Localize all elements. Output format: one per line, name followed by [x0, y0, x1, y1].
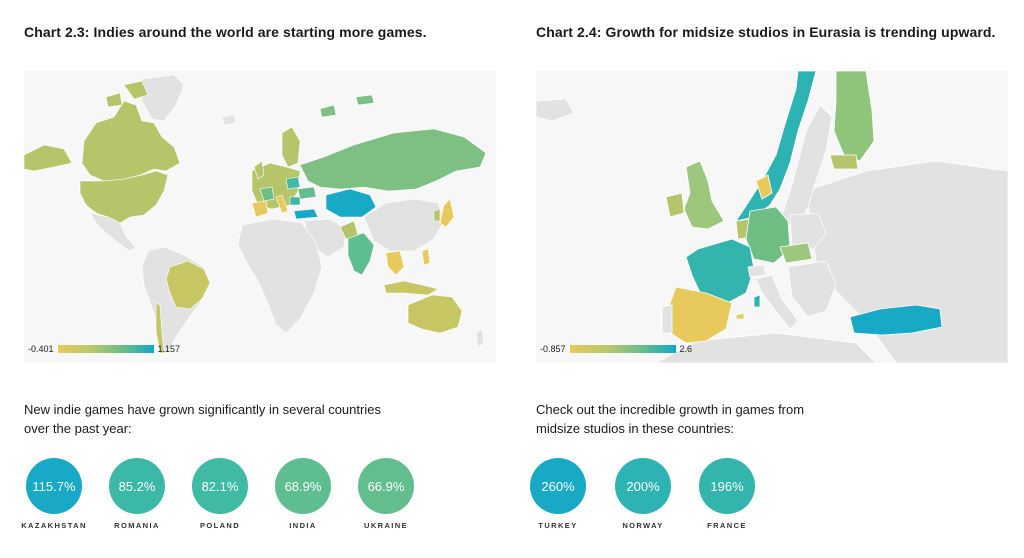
- map-country-ireland[interactable]: [665, 192, 685, 218]
- stat-value: 260%: [541, 478, 575, 494]
- map-country-portugal[interactable]: [661, 304, 673, 334]
- stat-romania: 85.2% ROMANIA: [102, 458, 172, 530]
- map-country-poland[interactable]: [285, 176, 301, 190]
- map-country-finland[interactable]: [833, 71, 875, 162]
- stat-poland: 82.1% POLAND: [185, 458, 255, 530]
- map-country-france[interactable]: [259, 186, 275, 202]
- legend-min-right: -0.857: [540, 344, 566, 354]
- map-country-spain[interactable]: [251, 200, 269, 218]
- map-country-france[interactable]: [685, 238, 755, 306]
- map-country-turkey[interactable]: [849, 304, 943, 336]
- stat-value: 82.1%: [201, 478, 239, 494]
- map-country-canada[interactable]: [81, 100, 181, 182]
- color-legend-right: -0.857 2.6: [540, 343, 692, 355]
- stat-india: 68.9% INDIA: [268, 458, 338, 530]
- stat-country: ROMANIA: [114, 521, 160, 530]
- stat-turkey: 260% TURKEY: [523, 458, 593, 530]
- map-country-norway[interactable]: [735, 71, 817, 222]
- chart-title-right: Chart 2.4: Growth for midsize studios in…: [536, 24, 996, 40]
- map-country-australia[interactable]: [407, 294, 463, 334]
- map-country-philippines[interactable]: [421, 248, 431, 266]
- stat-country: TURKEY: [538, 521, 578, 530]
- stat-value: 200%: [626, 478, 660, 494]
- map-region-se-asia[interactable]: [385, 250, 405, 276]
- stat-value: 115.7%: [32, 478, 76, 494]
- world-map[interactable]: -0.401 1.157: [24, 71, 496, 363]
- intro-text-left: New indie games have grown significantly…: [24, 402, 381, 436]
- europe-map-svg: [536, 71, 1008, 363]
- map-country-greenland[interactable]: [141, 74, 185, 122]
- stat-circle: 68.9%: [275, 458, 331, 514]
- stat-country: FRANCE: [707, 521, 747, 530]
- map-country-turkey[interactable]: [293, 208, 319, 220]
- map-country-italy[interactable]: [755, 274, 799, 330]
- chart-title-left: Chart 2.3: Indies around the world are s…: [24, 24, 427, 40]
- stat-value: 85.2%: [118, 478, 156, 494]
- stat-circle: 200%: [615, 458, 671, 514]
- stat-circle: 66.9%: [358, 458, 414, 514]
- map-country-poland[interactable]: [789, 212, 827, 250]
- map-region-balkans[interactable]: [787, 260, 837, 318]
- stat-country: NORWAY: [622, 521, 664, 530]
- map-country-chile[interactable]: [155, 302, 165, 354]
- stat-country: UKRAINE: [364, 521, 408, 530]
- map-canada-islands: [105, 80, 149, 108]
- map-country-kazakhstan[interactable]: [325, 188, 377, 218]
- map-country-italy[interactable]: [275, 194, 289, 214]
- map-region-africa[interactable]: [237, 218, 323, 334]
- europe-map[interactable]: -0.857 2.6: [536, 71, 1008, 363]
- legend-max-right: 2.6: [679, 344, 693, 354]
- color-legend-left: -0.401 1.157: [28, 343, 180, 355]
- map-region-north-africa[interactable]: [655, 332, 877, 363]
- map-region-indonesia[interactable]: [383, 280, 439, 296]
- map-country-new-zealand[interactable]: [475, 328, 485, 348]
- world-map-svg: [24, 74, 487, 354]
- map-country-iceland[interactable]: [536, 98, 575, 122]
- stat-value: 66.9%: [367, 478, 405, 494]
- stat-norway: 200% NORWAY: [608, 458, 678, 530]
- legend-gradient-right: [569, 345, 676, 353]
- map-region-scandinavia[interactable]: [281, 126, 301, 168]
- map-country-czechia[interactable]: [779, 242, 813, 264]
- stat-ukraine: 66.9% UKRAINE: [351, 458, 421, 530]
- stat-france: 196% FRANCE: [692, 458, 762, 530]
- map-country-brazil[interactable]: [165, 260, 211, 310]
- map-country-switzerland[interactable]: [747, 264, 767, 278]
- stat-value: 196%: [710, 478, 744, 494]
- map-country-mexico[interactable]: [89, 212, 137, 252]
- map-island-corsica: [753, 294, 761, 308]
- map-country-russia[interactable]: [299, 128, 487, 192]
- stat-country: POLAND: [199, 521, 241, 530]
- stat-circle: 260%: [530, 458, 586, 514]
- map-country-alaska[interactable]: [24, 144, 73, 172]
- map-island-balearic: [735, 312, 745, 320]
- map-country-india[interactable]: [347, 232, 375, 276]
- map-country-estonia[interactable]: [829, 154, 859, 170]
- stat-country: KAZAKHSTAN: [21, 521, 87, 530]
- stat-country: INDIA: [289, 521, 317, 530]
- map-country-usa[interactable]: [79, 170, 169, 224]
- map-russia-islands: [319, 94, 375, 118]
- stat-value: 68.9%: [284, 478, 322, 494]
- legend-max-left: 1.157: [157, 344, 181, 354]
- stat-circle: 115.7%: [26, 458, 82, 514]
- map-country-ukraine[interactable]: [297, 186, 317, 200]
- stat-circle: 196%: [699, 458, 755, 514]
- map-country-iceland[interactable]: [221, 114, 237, 126]
- map-country-japan[interactable]: [439, 198, 455, 228]
- map-country-uk[interactable]: [253, 160, 265, 180]
- map-country-uk[interactable]: [683, 160, 725, 230]
- stat-circle: 85.2%: [109, 458, 165, 514]
- map-country-denmark[interactable]: [755, 174, 773, 200]
- stat-kazakhstan: 115.7% KAZAKHSTAN: [19, 458, 89, 530]
- map-country-pakistan[interactable]: [339, 220, 359, 240]
- map-region-china[interactable]: [363, 198, 445, 252]
- legend-min-left: -0.401: [28, 344, 54, 354]
- map-country-romania[interactable]: [289, 196, 301, 206]
- map-country-korea[interactable]: [433, 208, 441, 222]
- stat-circle: 82.1%: [192, 458, 248, 514]
- map-country-germany[interactable]: [745, 206, 791, 264]
- intro-text-right: Check out the incredible growth in games…: [536, 402, 805, 436]
- legend-gradient-left: [57, 345, 154, 353]
